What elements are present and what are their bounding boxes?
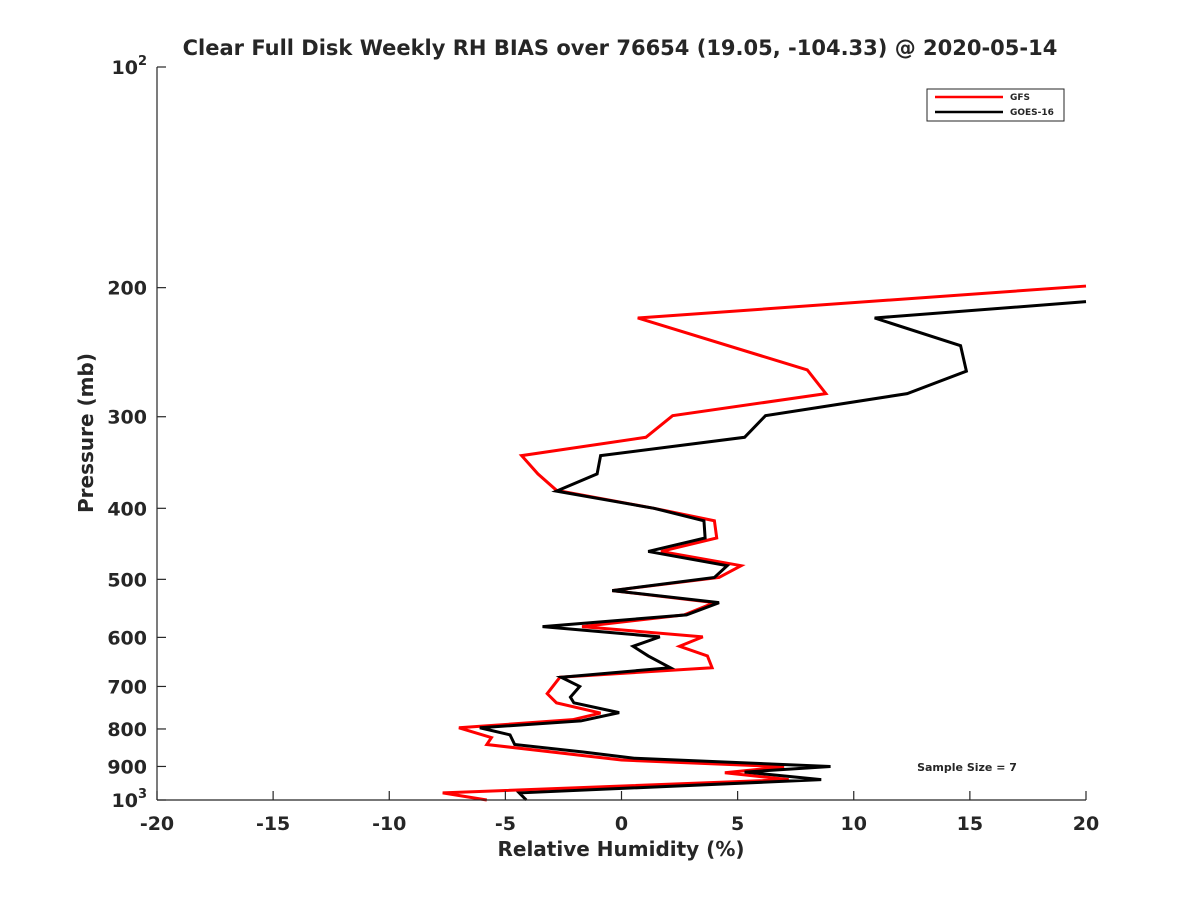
legend-label-goes16: GOES-16 bbox=[1010, 108, 1054, 118]
x-tick-label: 15 bbox=[957, 813, 983, 835]
x-tick-label: -10 bbox=[372, 813, 406, 835]
y-tick-label: 300 bbox=[107, 407, 147, 429]
x-tick-label: 5 bbox=[731, 813, 744, 835]
y-tick-label: 103 bbox=[112, 787, 148, 812]
legend: GFS GOES-16 bbox=[926, 88, 1065, 122]
y-tick-label: 102 bbox=[112, 54, 148, 79]
y-tick-label: 500 bbox=[107, 569, 147, 591]
x-tick-label: -5 bbox=[495, 813, 516, 835]
series-line-goes-16 bbox=[479, 300, 1087, 802]
axes bbox=[156, 67, 1086, 801]
legend-label-gfs: GFS bbox=[1010, 93, 1030, 103]
y-tick-label: 400 bbox=[107, 498, 147, 520]
y-tick-label: 600 bbox=[107, 627, 147, 649]
y-axis-label: Pressure (mb) bbox=[74, 353, 98, 513]
x-tick-label: -20 bbox=[140, 813, 174, 835]
x-ticks: -20 -15 -10 -5 0 5 10 15 20 bbox=[140, 791, 1099, 835]
y-tick-label: 900 bbox=[107, 756, 147, 778]
legend-box bbox=[926, 88, 1065, 122]
x-tick-label: 0 bbox=[615, 813, 628, 835]
chart-title: Clear Full Disk Weekly RH BIAS over 7665… bbox=[183, 36, 1058, 60]
series-line-gfs bbox=[442, 284, 1087, 802]
y-tick-label: 700 bbox=[107, 676, 147, 698]
sample-size-annotation: Sample Size = 7 bbox=[917, 761, 1017, 774]
y-tick-label: 800 bbox=[107, 719, 147, 741]
x-tick-label: 10 bbox=[841, 813, 867, 835]
plot-area bbox=[442, 284, 1087, 802]
y-tick-label: 200 bbox=[107, 278, 147, 300]
x-axis-label: Relative Humidity (%) bbox=[497, 837, 744, 861]
y-ticks: 102 200 300 400 500 600 700 800 900 103 bbox=[107, 54, 166, 812]
x-tick-label: -15 bbox=[256, 813, 290, 835]
x-tick-label: 20 bbox=[1073, 813, 1099, 835]
